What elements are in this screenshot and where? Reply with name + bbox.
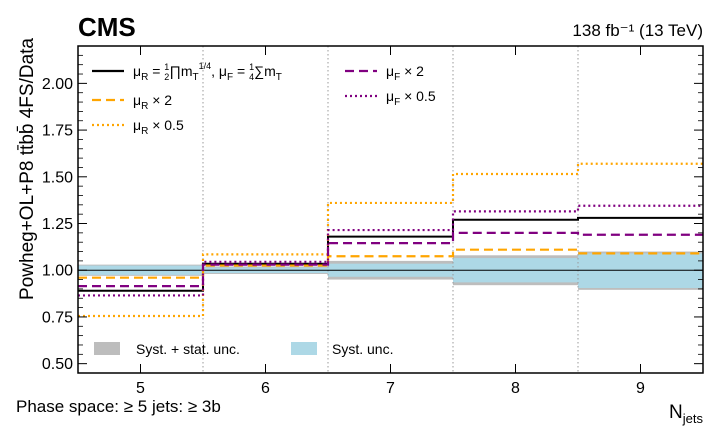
legend: μR = 1 2∏mT1/4, μF = 1 4∑mT μR × 2 μR × 0.5 μ… [92,61,436,357]
x-tick-label-9: 9 [636,380,645,397]
phase-space-footnote: Phase space: ≥ 5 jets: ≥ 3b [16,397,221,416]
legend-label-muR-x0p5: μR × 0.5 [133,117,184,137]
legend-label-muF-x0p5: μF × 0.5 [386,88,436,108]
y-tick-label-0: 0.50 [42,356,73,373]
x-axis-title-sub: jets [682,411,704,426]
y-tick-label-1: 0.75 [42,309,73,326]
x-tick-label-6: 6 [261,380,270,397]
x-tick-label-8: 8 [511,380,520,397]
legend-label-nominal: μR = 1 2∏mT1/4, μF = 1 4∑mT [133,61,282,83]
series-muF-x0p5 [78,204,703,297]
series-muF-x2 [78,231,703,288]
x-axis-title: Njets [669,402,703,426]
legend-label-syst: Syst. unc. [332,341,393,357]
series-muR-x2 [78,248,703,279]
x-axis-title-main: N [669,402,683,423]
y-tick-label-5: 1.75 [42,123,73,140]
luminosity-label: 138 fb⁻¹ (13 TeV) [572,21,703,40]
legend-label-muR-x2: μR × 2 [133,92,172,112]
bin-edge-gridlines [202,46,579,373]
y-axis-title: Powheg+OL+P8 tt̄bb̄ 4FS/Data [17,38,38,300]
y-tick-label-4: 1.50 [42,169,73,186]
axis-ticks: 0.50 0.75 1.00 1.25 1.50 1.75 2.00 5 6 7 8 9 [42,46,703,397]
legend-label-muF-x2: μF × 2 [386,63,424,83]
legend-swatch-syst [291,342,317,355]
y-tick-label-2: 1.00 [42,263,73,280]
y-tick-label-3: 1.25 [42,216,73,233]
x-tick-label-7: 7 [386,380,395,397]
series-muR-x0p5 [78,162,703,318]
x-tick-label-5: 5 [136,380,145,397]
cms-title: CMS [78,12,136,42]
legend-swatch-syst-stat [94,342,120,355]
legend-label-syst-stat: Syst. + stat. unc. [136,341,240,357]
ratio-series [78,162,703,318]
y-tick-label-6: 2.00 [42,76,73,93]
